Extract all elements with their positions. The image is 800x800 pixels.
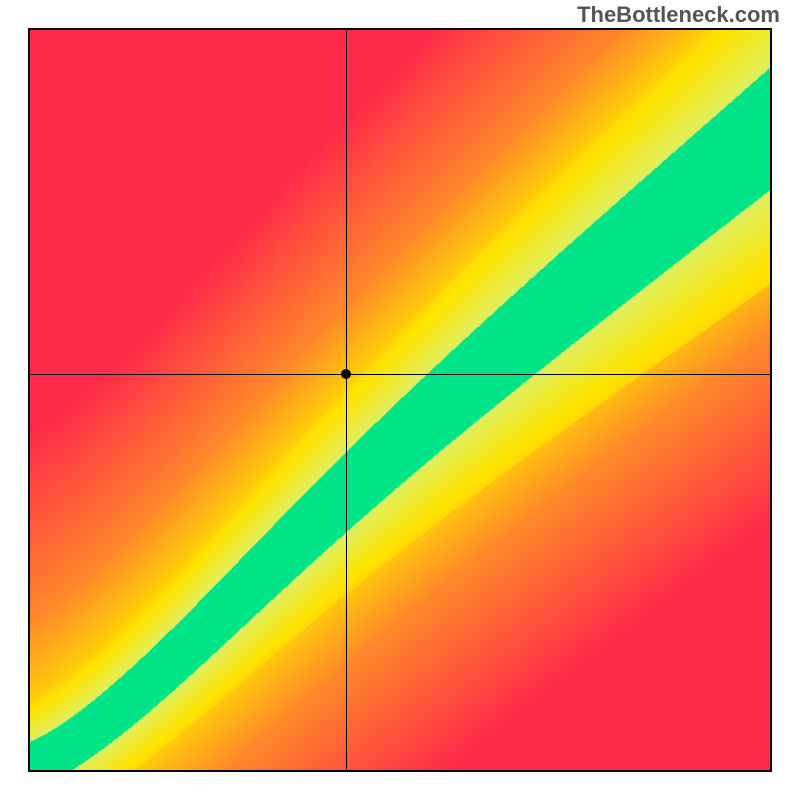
crosshair-horizontal — [30, 374, 770, 375]
attribution-label: TheBottleneck.com — [577, 2, 780, 28]
crosshair-vertical — [346, 30, 347, 770]
data-point-marker — [341, 369, 351, 379]
plot-frame — [28, 28, 772, 772]
heatmap-canvas — [30, 30, 772, 772]
chart-container: TheBottleneck.com — [0, 0, 800, 800]
